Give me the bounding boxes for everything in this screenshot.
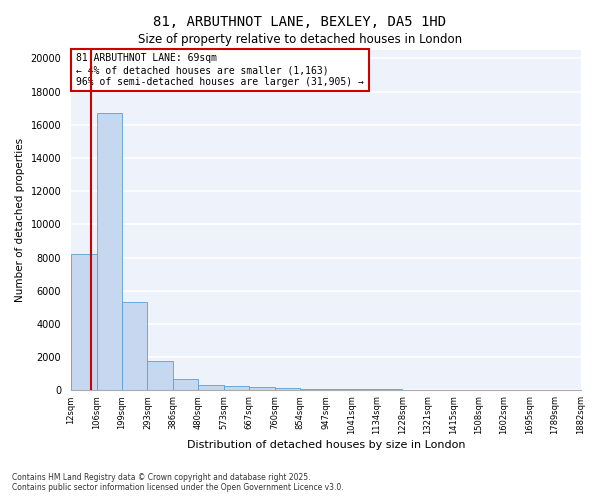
Text: 81, ARBUTHNOT LANE, BEXLEY, DA5 1HD: 81, ARBUTHNOT LANE, BEXLEY, DA5 1HD	[154, 15, 446, 29]
Text: Size of property relative to detached houses in London: Size of property relative to detached ho…	[138, 32, 462, 46]
Bar	[300, 389, 326, 390]
Bar	[199, 384, 224, 390]
X-axis label: Distribution of detached houses by size in London: Distribution of detached houses by size …	[187, 440, 465, 450]
Text: Contains HM Land Registry data © Crown copyright and database right 2025.
Contai: Contains HM Land Registry data © Crown c…	[12, 473, 344, 492]
Bar	[224, 386, 250, 390]
Bar	[148, 360, 173, 390]
Y-axis label: Number of detached properties: Number of detached properties	[15, 138, 25, 302]
Text: 81 ARBUTHNOT LANE: 69sqm
← 4% of detached houses are smaller (1,163)
96% of semi: 81 ARBUTHNOT LANE: 69sqm ← 4% of detache…	[76, 54, 364, 86]
Bar	[250, 387, 275, 390]
Bar	[71, 254, 97, 390]
Bar	[173, 379, 199, 390]
Bar	[326, 389, 351, 390]
Bar	[122, 302, 148, 390]
Bar	[97, 113, 122, 390]
Bar	[275, 388, 300, 390]
